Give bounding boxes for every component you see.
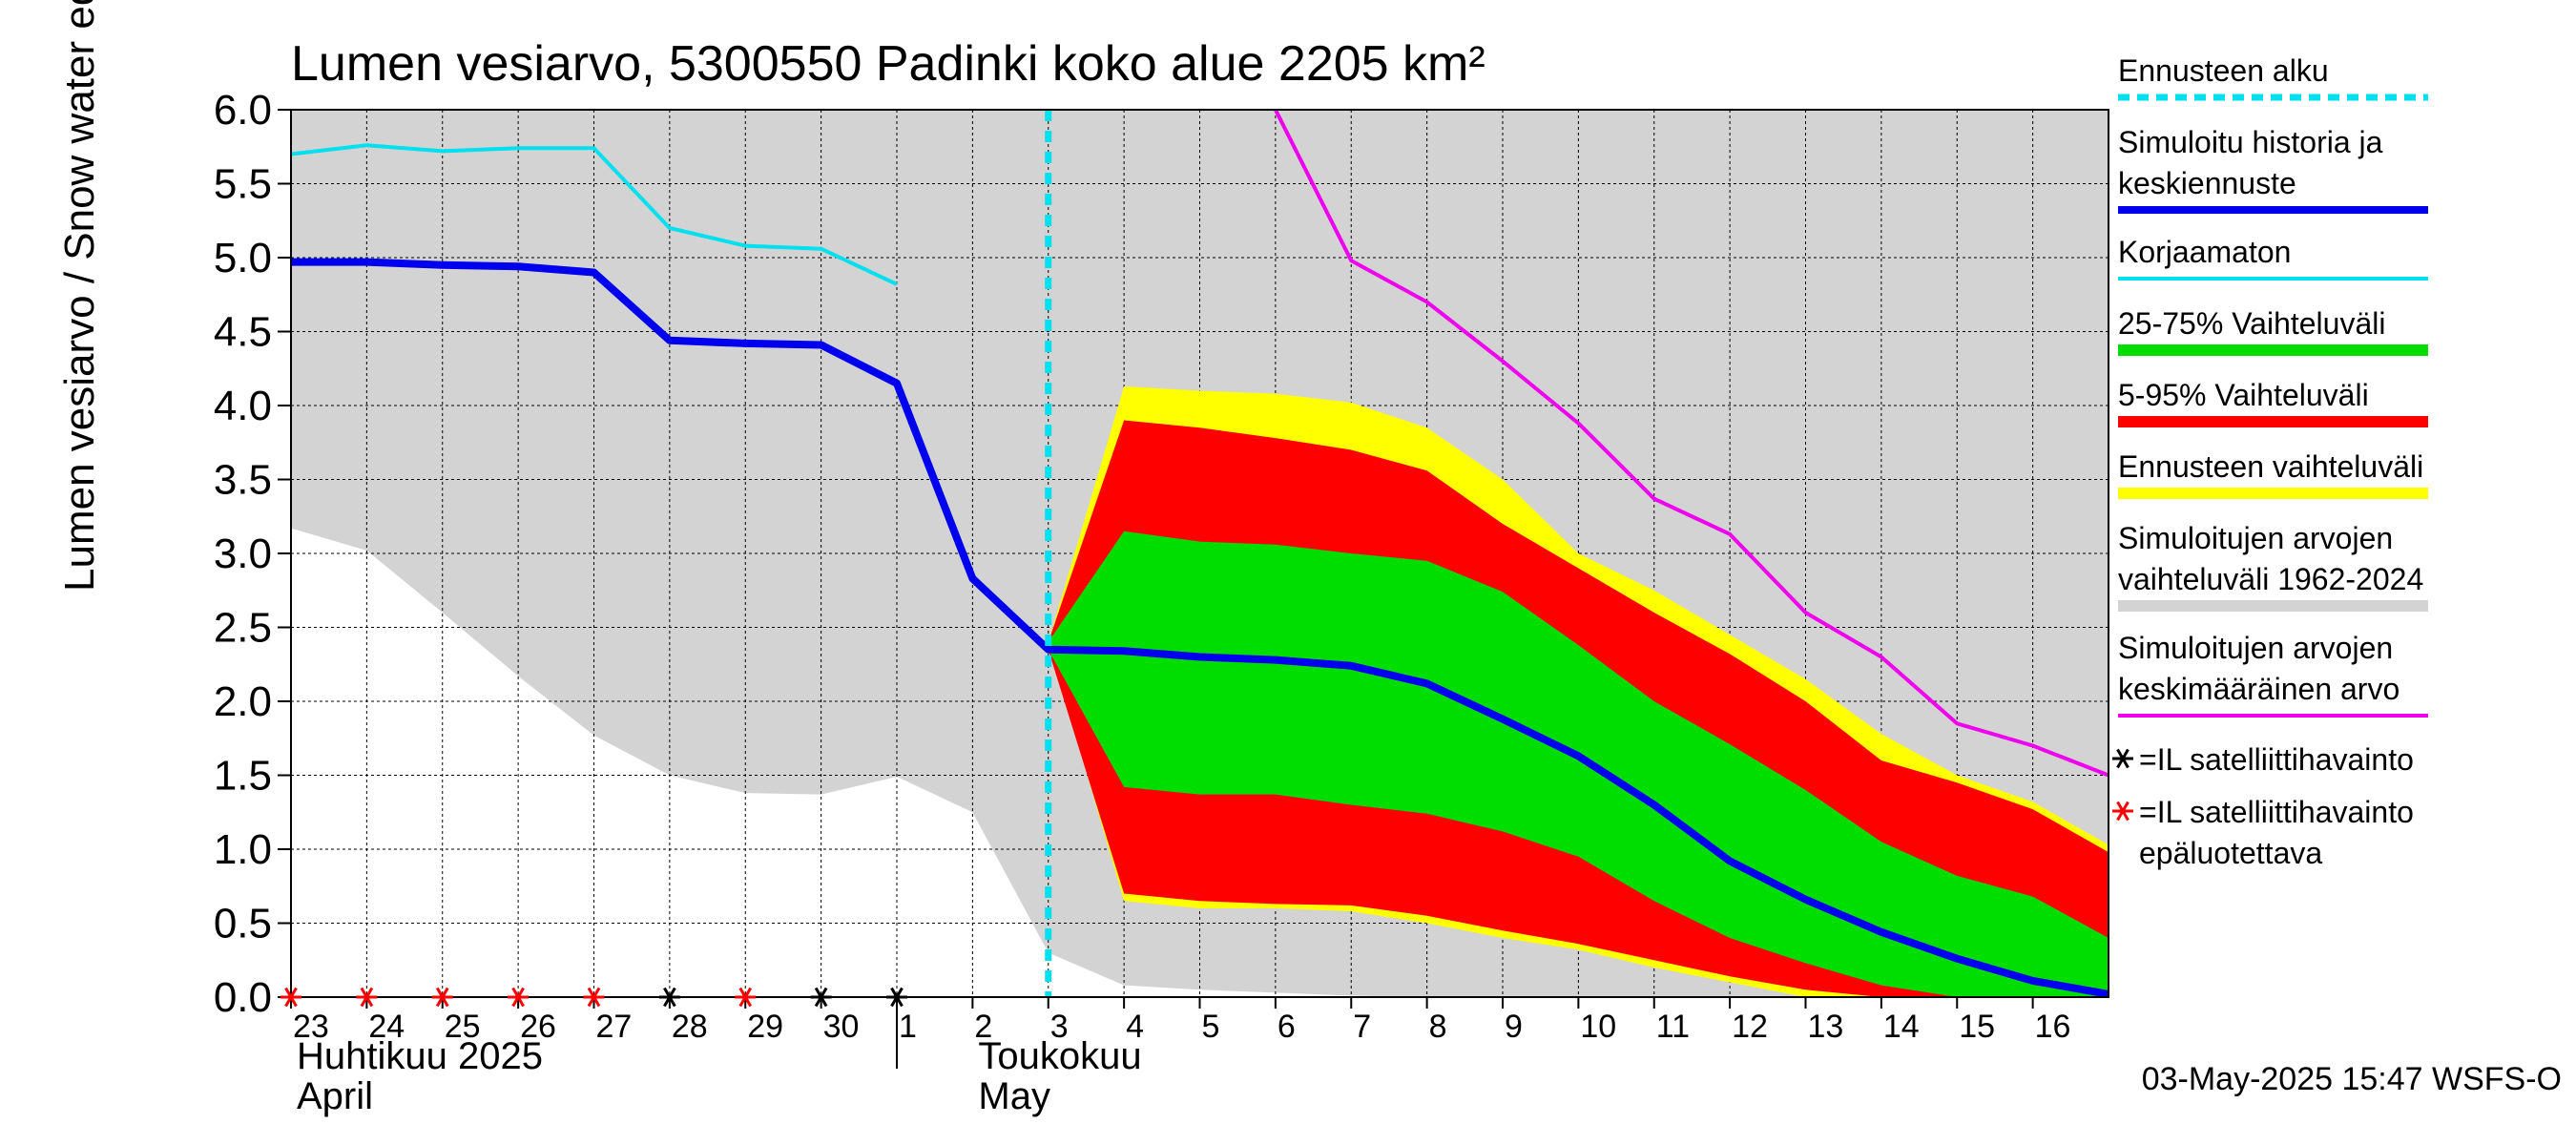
satellite-obs-star-unreliable <box>280 987 301 1008</box>
satellite-obs-star-unreliable <box>431 987 453 1008</box>
x-tick-label: 2 <box>974 1009 992 1045</box>
star-stroke <box>738 987 753 1008</box>
legend-label: =IL satelliittihavainto <box>2139 795 2414 829</box>
legend-item-0: Ennusteen alku <box>2118 53 2428 101</box>
x-tick-label: 24 <box>368 1009 405 1045</box>
y-axis-label: Lumen vesiarvo / Snow water equiv. mm <box>56 0 103 592</box>
legend-item-9: =IL satelliittihavainto epäluotettava <box>2112 795 2414 870</box>
y-tick-label: 1.0 <box>214 826 272 873</box>
y-tick-label: 2.5 <box>214 605 272 652</box>
chart-title: Lumen vesiarvo, 5300550 Padinki koko alu… <box>291 36 1485 92</box>
series-line-1 <box>290 143 898 286</box>
legend-star-icon <box>2112 801 2133 822</box>
y-tick-label: 2.0 <box>214 678 272 725</box>
x-tick-label: 8 <box>1429 1009 1447 1045</box>
satellite-obs-star <box>810 987 832 1008</box>
month-label-fi: Huhtikuu 2025 <box>297 1035 543 1077</box>
month-label-en: April <box>297 1075 373 1117</box>
series-line-2 <box>1274 109 2109 778</box>
star-stroke <box>435 987 449 1008</box>
legend: Ennusteen alku Simuloitu historia ja keski… <box>2112 53 2428 870</box>
x-tick-label: 3 <box>1050 1009 1069 1045</box>
legend-label: Simuloitujen arvojen <box>2118 631 2393 665</box>
satellite-obs-star <box>658 987 680 1008</box>
legend-item-6: Simuloitujen arvojen vaihteluväli 1962-20… <box>2118 521 2428 612</box>
star-stroke <box>511 987 525 1008</box>
star-stroke <box>360 987 374 1008</box>
legend-item-2: Korjaamaton <box>2118 235 2428 281</box>
star-stroke <box>2116 801 2129 822</box>
satellite-obs-star-unreliable <box>583 987 605 1008</box>
plot-area: 0.0 0.5 1.0 1.5 2.0 2.5 3.0 3.5 4.0 4.5 5.0 5.5 6.0 2… <box>214 87 2109 1117</box>
legend-label: 25-75% Vaihteluväli <box>2118 306 2385 341</box>
x-tick-label: 6 <box>1278 1009 1296 1045</box>
star-stroke <box>587 987 601 1008</box>
legend-label: keskiennuste <box>2118 166 2296 200</box>
legend-label: =IL satelliittihavainto <box>2139 742 2414 777</box>
legend-label: vaihteluväli 1962-2024 <box>2118 562 2423 596</box>
x-tick-label: 1 <box>899 1009 917 1045</box>
legend-item-5: Ennusteen vaihteluväli <box>2118 449 2428 499</box>
legend-label: 5-95% Vaihteluväli <box>2118 378 2369 412</box>
satellite-obs-star-unreliable <box>508 987 530 1008</box>
legend-item-8: =IL satelliittihavainto <box>2112 742 2414 777</box>
x-tick-label: 15 <box>1959 1009 1995 1045</box>
series-line-0 <box>291 258 2109 998</box>
legend-label: epäluotettava <box>2139 836 2322 870</box>
star-stroke <box>890 987 904 1008</box>
x-tick-label: 30 <box>823 1009 860 1045</box>
x-tick-label: 9 <box>1505 1009 1523 1045</box>
legend-label: Simuloitu historia ja <box>2118 125 2383 159</box>
x-tick-label: 10 <box>1580 1009 1616 1045</box>
x-tick-label: 27 <box>596 1009 633 1045</box>
x-tick-label: 26 <box>520 1009 556 1045</box>
y-tick-label: 0.5 <box>214 901 272 947</box>
y-tick-label: 3.5 <box>214 457 272 504</box>
star-stroke <box>284 987 298 1008</box>
satellite-obs-star-unreliable <box>735 987 757 1008</box>
satellite-obs-star <box>886 987 907 1008</box>
x-tick-label: 28 <box>672 1009 708 1045</box>
x-tick-label: 16 <box>2035 1009 2071 1045</box>
y-tick-label: 4.0 <box>214 383 272 429</box>
legend-label: Ennusteen alku <box>2118 53 2329 88</box>
y-tick-label: 6.0 <box>214 87 272 134</box>
legend-item-4: 5-95% Vaihteluväli <box>2118 378 2428 427</box>
legend-item-1: Simuloitu historia ja keskiennuste <box>2118 125 2428 214</box>
y-tick-label: 1.5 <box>214 753 272 800</box>
y-tick-label: 3.0 <box>214 531 272 577</box>
legend-label: Korjaamaton <box>2118 235 2291 269</box>
legend-item-7: Simuloitujen arvojen keskimääräinen arvo <box>2118 631 2428 718</box>
x-tick-label: 29 <box>747 1009 783 1045</box>
satellite-obs-star-unreliable <box>356 987 378 1008</box>
x-tick-label: 11 <box>1656 1009 1690 1045</box>
legend-label: Simuloitujen arvojen <box>2118 521 2393 555</box>
x-tick-label: 14 <box>1883 1009 1920 1045</box>
legend-label: keskimääräinen arvo <box>2118 672 2399 706</box>
x-tick-label: 12 <box>1732 1009 1768 1045</box>
y-tick-label: 5.5 <box>214 161 272 208</box>
star-stroke <box>2116 748 2129 769</box>
month-label-fi: Toukokuu <box>978 1035 1141 1077</box>
legend-star-icon <box>2112 748 2133 769</box>
y-tick-label: 4.5 <box>214 309 272 356</box>
x-tick-label: 7 <box>1353 1009 1371 1045</box>
month-label-en: May <box>978 1075 1050 1117</box>
legend-label: Ennusteen vaihteluväli <box>2118 449 2423 484</box>
y-tick-label: 5.0 <box>214 235 272 281</box>
y-tick-label: 0.0 <box>214 974 272 1021</box>
x-tick-label: 13 <box>1808 1009 1844 1045</box>
x-tick-label: 4 <box>1126 1009 1144 1045</box>
timestamp: 03-May-2025 15:47 WSFS-O <box>2142 1061 2562 1097</box>
star-stroke <box>814 987 828 1008</box>
range-25-75-band <box>1048 531 2109 997</box>
legend-item-3: 25-75% Vaihteluväli <box>2118 306 2428 356</box>
x-tick-label: 23 <box>293 1009 329 1045</box>
star-stroke <box>663 987 676 1008</box>
x-tick-label: 25 <box>445 1009 481 1045</box>
x-tick-label: 5 <box>1202 1009 1220 1045</box>
